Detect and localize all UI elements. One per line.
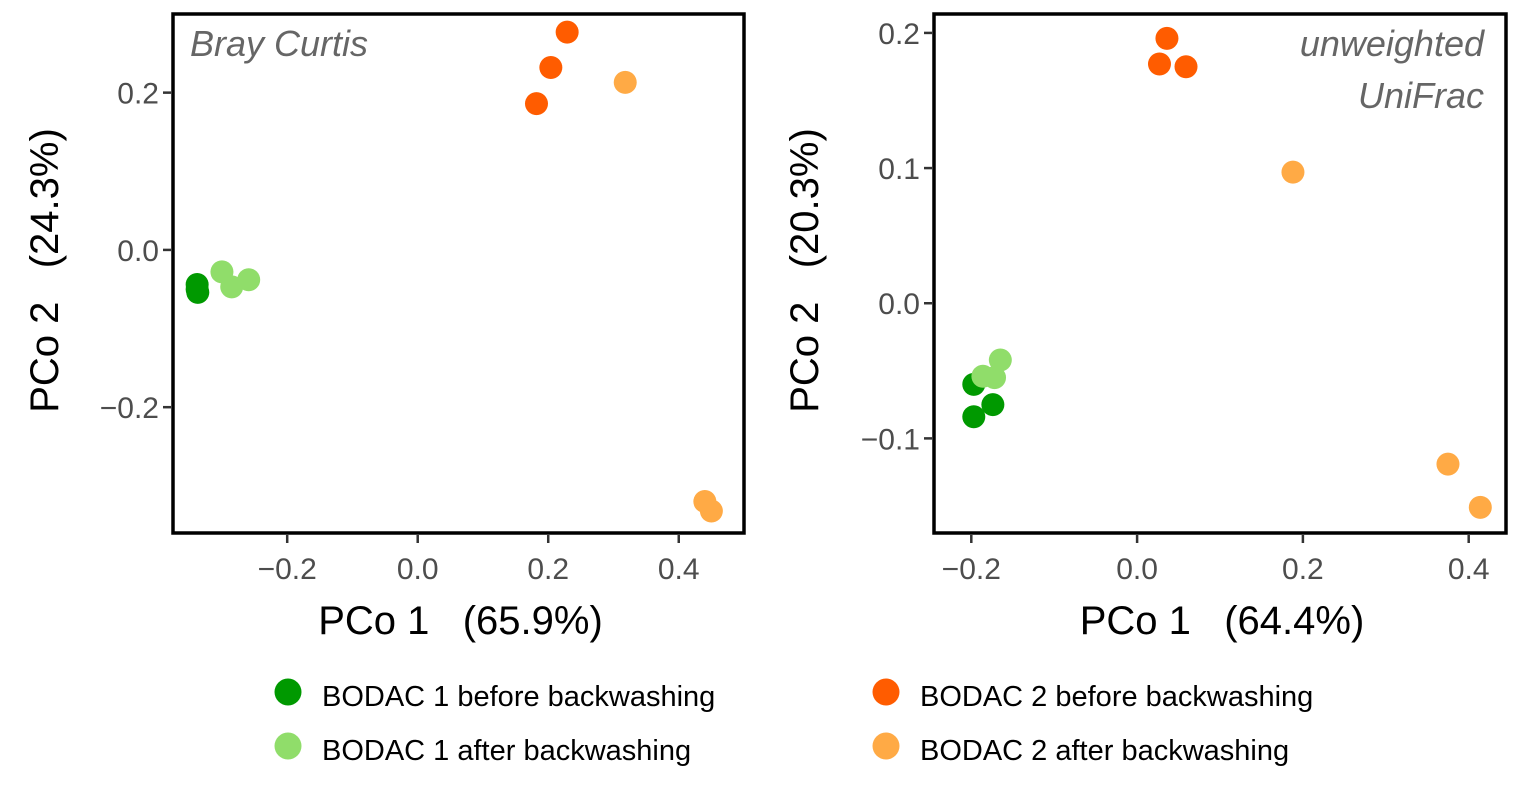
y-tick-label: 0.0 — [878, 288, 920, 321]
bray-curtis-panel: −0.2 0.0 0.2 0.4 −0.2 0.0 0.2 PCo 1 (65.9%) PCo … — [23, 12, 746, 643]
data-point — [539, 55, 563, 79]
x-tick-label: −0.2 — [942, 553, 1001, 586]
panel-label: unweighted — [1300, 23, 1485, 64]
data-point — [1155, 26, 1179, 50]
data-point — [1281, 160, 1305, 184]
plot-frame — [171, 12, 746, 535]
panel-label: Bray Curtis — [190, 23, 368, 64]
data-point — [237, 268, 261, 292]
y-tick-label: −0.2 — [100, 392, 159, 425]
x-axis-title: PCo 1 (65.9%) — [318, 599, 603, 643]
x-tick-label: −0.2 — [258, 553, 317, 586]
data-point — [555, 20, 579, 44]
data-point — [983, 366, 1007, 390]
data-point — [1468, 495, 1492, 519]
data-point — [981, 393, 1005, 417]
data-point — [699, 499, 723, 523]
data-point — [1436, 452, 1460, 476]
data-point — [186, 280, 210, 304]
data-point — [613, 70, 637, 94]
x-tick-label: 0.2 — [527, 553, 569, 586]
legend: BODAC 1 before backwashing BODAC 1 after … — [274, 678, 1313, 767]
x-tick-label: 0.4 — [1448, 553, 1490, 586]
legend-key — [872, 678, 900, 706]
legend-label: BODAC 2 before backwashing — [920, 681, 1313, 713]
y-tick-label: −0.1 — [861, 423, 920, 456]
data-point — [1147, 52, 1171, 76]
y-tick-label: 0.2 — [117, 78, 159, 111]
data-point — [524, 92, 548, 116]
data-point — [962, 405, 986, 429]
data-point — [1174, 55, 1198, 79]
plot-frame — [932, 12, 1508, 535]
legend-label: BODAC 1 before backwashing — [322, 681, 715, 713]
y-axis-title: PCo 2 (24.3%) — [23, 128, 67, 413]
legend-key — [274, 732, 302, 760]
x-tick-label: 0.0 — [1116, 553, 1158, 586]
legend-label: BODAC 1 after backwashing — [322, 735, 691, 767]
x-axis-title: PCo 1 (64.4%) — [1080, 599, 1365, 643]
y-tick-label: 0.0 — [117, 235, 159, 268]
x-tick-label: 0.2 — [1282, 553, 1324, 586]
unifrac-panel: −0.2 0.0 0.2 0.4 −0.1 0.0 0.1 0.2 PCo 1 (64.4%) P… — [783, 12, 1508, 643]
y-tick-label: 0.2 — [878, 18, 920, 51]
panel-label: UniFrac — [1358, 75, 1484, 116]
x-tick-label: 0.0 — [397, 553, 439, 586]
data-point — [988, 348, 1012, 372]
legend-key — [274, 678, 302, 706]
y-axis-title: PCo 2 (20.3%) — [783, 128, 827, 413]
y-tick-label: 0.1 — [878, 153, 920, 186]
legend-key — [872, 732, 900, 760]
legend-label: BODAC 2 after backwashing — [920, 735, 1289, 767]
x-tick-label: 0.4 — [658, 553, 700, 586]
